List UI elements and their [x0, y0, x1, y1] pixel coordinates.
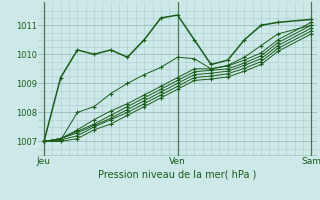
X-axis label: Pression niveau de la mer( hPa ): Pression niveau de la mer( hPa )	[99, 169, 257, 179]
